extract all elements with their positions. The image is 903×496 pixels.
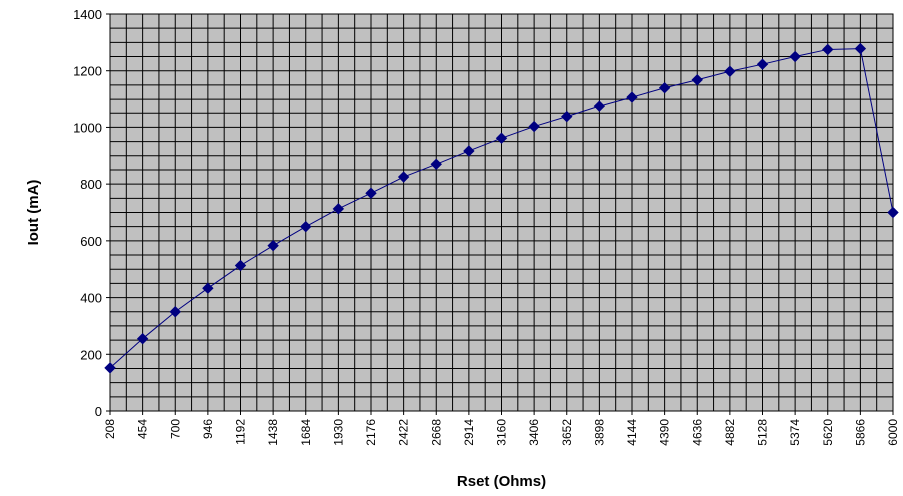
data-point: [495, 132, 508, 144]
data-point: [561, 110, 573, 123]
data-point: [626, 91, 638, 103]
x-tick-label: 3898: [592, 419, 606, 446]
x-tick-label: 6000: [886, 419, 900, 446]
x-tick-label: 2176: [364, 419, 378, 446]
data-point: [724, 65, 736, 77]
data-point: [332, 203, 345, 215]
y-tick-label: 200: [80, 347, 102, 362]
x-tick-label: 208: [103, 419, 117, 439]
data-point: [593, 100, 606, 112]
y-axis-title: Iout (mA): [25, 180, 42, 246]
data-point: [202, 282, 214, 294]
y-axis-ticks: 0 200 400 600 800 1000 1200 1400: [73, 7, 110, 419]
x-tick-label: 946: [201, 419, 215, 439]
data-point: [887, 206, 899, 219]
x-tick-label: 3652: [560, 419, 574, 446]
x-tick-label: 4636: [690, 419, 704, 446]
x-tick-label: 5620: [821, 419, 835, 446]
data-point: [300, 220, 312, 233]
horizontal-gridlines: [110, 27, 893, 398]
y-tick-label: 0: [95, 404, 102, 419]
data-point: [397, 171, 410, 183]
x-tick-label: 5866: [853, 419, 867, 446]
data-point: [528, 120, 540, 133]
y-tick-label: 400: [80, 291, 102, 306]
data-point: [789, 50, 801, 63]
x-tick-label: 454: [136, 419, 150, 439]
x-tick-label: 2914: [462, 419, 476, 446]
x-axis-title: Rset (Ohms): [457, 473, 546, 490]
data-point: [658, 82, 671, 94]
data-point: [104, 362, 116, 374]
x-tick-label: 4882: [723, 419, 737, 446]
x-tick-label: 1438: [266, 419, 280, 446]
data-point: [463, 145, 475, 157]
x-tick-label: 3160: [495, 419, 509, 446]
y-tick-label: 1400: [73, 7, 102, 22]
series: [104, 42, 899, 374]
x-tick-label: 1684: [299, 419, 313, 446]
data-point: [365, 187, 377, 199]
x-tick-label: 700: [168, 419, 182, 439]
y-tick-label: 1000: [73, 120, 102, 135]
data-point: [136, 332, 149, 345]
x-tick-label: 4144: [625, 419, 639, 446]
data-point: [169, 306, 181, 318]
x-tick-label: 5128: [756, 419, 770, 446]
x-tick-label: 4390: [658, 419, 672, 446]
y-tick-label: 600: [80, 234, 102, 249]
data-point: [822, 43, 834, 56]
y-tick-label: 1200: [73, 64, 102, 79]
data-point: [691, 74, 703, 86]
x-axis-ticks: 208 454 700 946 1192 1438 1684 1930 2176 2422 2668…: [103, 411, 900, 446]
data-point: [854, 42, 867, 55]
x-tick-label: 5374: [788, 419, 802, 446]
x-tick-label: 1930: [331, 419, 345, 446]
x-tick-label: 3406: [527, 419, 541, 446]
y-tick-label: 800: [80, 177, 102, 192]
data-point: [267, 239, 279, 252]
x-tick-label: 2422: [397, 419, 411, 446]
data-point: [430, 158, 442, 170]
data-point: [756, 58, 769, 70]
data-point: [234, 259, 247, 272]
x-tick-label: 2668: [429, 419, 443, 446]
x-tick-label: 1192: [234, 419, 248, 445]
